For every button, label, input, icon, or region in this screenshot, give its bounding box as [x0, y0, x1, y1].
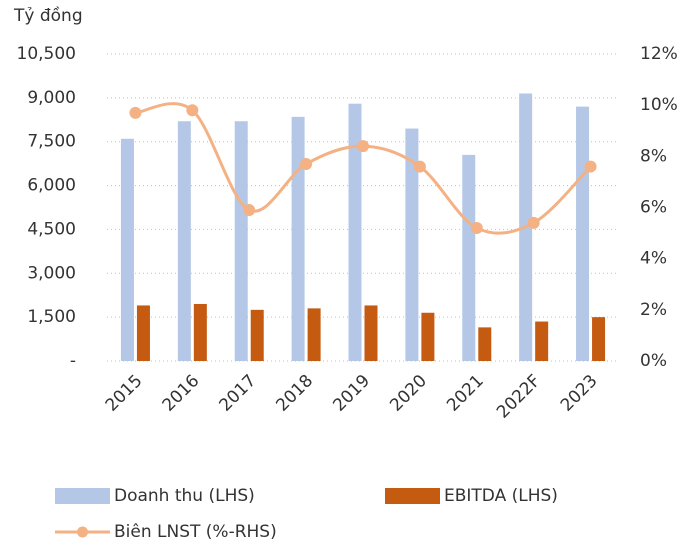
x-tick-label: 2022F: [493, 371, 545, 423]
bar: [234, 121, 248, 361]
line-marker: [186, 104, 199, 117]
line-marker: [470, 221, 483, 234]
bar: [193, 303, 207, 361]
bar: [364, 305, 378, 361]
line-marker: [300, 158, 313, 171]
legend-label: Doanh thu (LHS): [114, 486, 255, 506]
line-marker: [243, 204, 256, 217]
bar: [177, 121, 191, 361]
bar: [462, 154, 476, 361]
bar: [120, 138, 134, 361]
legend-label: EBITDA (LHS): [444, 486, 558, 506]
bar: [307, 308, 321, 361]
bar: [405, 128, 419, 361]
y-axis-label: Tỷ đồng: [13, 5, 83, 26]
x-tick-label: 2017: [216, 371, 261, 416]
bar: [291, 116, 305, 361]
x-tick-label: 2021: [443, 371, 488, 416]
y-tick-label: 7,500: [27, 132, 76, 152]
x-tick-label: 2018: [272, 371, 317, 416]
y2-tick-label: 10%: [640, 95, 678, 115]
bar: [250, 309, 264, 361]
y2-tick-label: 6%: [640, 198, 667, 218]
y-tick-label: -: [70, 351, 76, 371]
legend-marker: [77, 526, 88, 538]
bar: [576, 106, 590, 361]
line-marker: [129, 106, 142, 119]
y-tick-label: 6,000: [27, 176, 76, 196]
bar: [421, 312, 435, 361]
bar: [592, 317, 606, 361]
legend-swatch: [385, 488, 440, 504]
x-tick-label: 2019: [329, 371, 374, 416]
line-marker: [584, 160, 597, 173]
line-marker: [357, 140, 369, 153]
bar: [535, 321, 549, 361]
x-tick-label: 2023: [557, 371, 602, 416]
bar: [136, 305, 150, 361]
bar: [478, 327, 492, 361]
x-tick-label: 2015: [102, 371, 147, 416]
y2-tick-label: 0%: [640, 351, 667, 371]
y2-tick-label: 12%: [640, 44, 678, 64]
x-tick-label: 2020: [386, 371, 431, 416]
y-tick-label: 1,500: [27, 307, 76, 327]
line-marker: [413, 160, 426, 173]
y-tick-label: 4,500: [27, 219, 76, 239]
bar: [348, 103, 362, 361]
y-tick-label: 9,000: [27, 88, 76, 108]
y2-tick-label: 4%: [640, 249, 667, 269]
legend-label: Biên LNST (%-RHS): [114, 522, 277, 542]
x-tick-label: 2016: [159, 371, 204, 416]
y2-tick-label: 8%: [640, 146, 667, 166]
y2-tick-label: 2%: [640, 300, 667, 320]
legend-swatch: [55, 488, 110, 504]
line-marker: [527, 216, 540, 229]
y-tick-label: 3,000: [27, 263, 76, 283]
y-tick-label: 10,500: [17, 44, 76, 64]
